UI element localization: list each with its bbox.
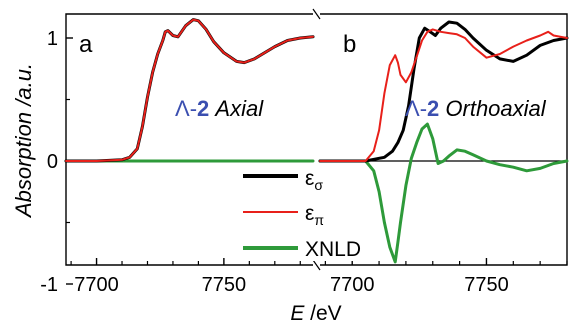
- y-axis-title: Absorption /a.u.: [11, 63, 36, 219]
- x-tick-label-a-7750: 7750: [202, 274, 247, 296]
- plot-frame: [65, 8, 568, 271]
- x-axis-title-unit: /eV: [304, 302, 341, 325]
- y-tick-label--1: -1: [40, 274, 58, 296]
- annotation-a: Λ-2 Axial: [175, 96, 264, 121]
- series-line-a-epsilon-pi: [65, 18, 314, 162]
- frame-break-mark-top: [312, 8, 321, 20]
- y-tick-label-0: 0: [47, 151, 58, 173]
- legend-sub-sigma: σ: [314, 177, 323, 193]
- x-axis-title: E /eV: [290, 302, 341, 325]
- frame-break-mark-bottom: [312, 259, 321, 271]
- x-tick-label-b-7750: 7750: [464, 274, 509, 296]
- y-axis: 1 0 -1: [40, 28, 73, 296]
- series-line-b-epsilon-sigma: [318, 20, 569, 163]
- panel-label-b: b: [343, 31, 356, 58]
- legend: εσ επ XNLD: [238, 165, 361, 261]
- panel-b-series: [318, 20, 569, 264]
- annotation-b: Λ-2 Orthoaxial: [405, 96, 547, 121]
- annotation-a-suffix: Axial: [209, 96, 264, 121]
- x-axis-title-symbol: E: [290, 302, 305, 325]
- annotation-b-number: 2: [427, 96, 439, 121]
- annotation-a-prefix: Λ-: [175, 96, 197, 121]
- series-line-b-xnld: [318, 122, 569, 264]
- annotation-b-suffix: Orthoaxial: [439, 96, 546, 121]
- frame-top-left: [65, 13, 313, 266]
- annotation-a-number: 2: [197, 96, 209, 121]
- x-axis: 7700 7750 7700 7750: [70, 258, 568, 296]
- legend-sub-pi: π: [314, 212, 324, 228]
- panel-label-a: a: [79, 31, 93, 58]
- panel-a-series: [64, 18, 315, 163]
- x-tick-label-a-7700: 7700: [74, 274, 119, 296]
- series-line-b-epsilon-pi: [319, 28, 568, 162]
- x-tick-label-b-7700: 7700: [330, 274, 375, 296]
- frame-top-right: [320, 13, 568, 266]
- legend-label-pi: επ: [305, 202, 324, 228]
- annotation-b-prefix: Λ-: [405, 96, 427, 121]
- legend-label-sigma: εσ: [305, 167, 323, 193]
- legend-label-xnld: XNLD: [305, 238, 361, 261]
- series-line-a-epsilon-sigma: [64, 18, 315, 163]
- y-tick-label-1: 1: [47, 28, 58, 50]
